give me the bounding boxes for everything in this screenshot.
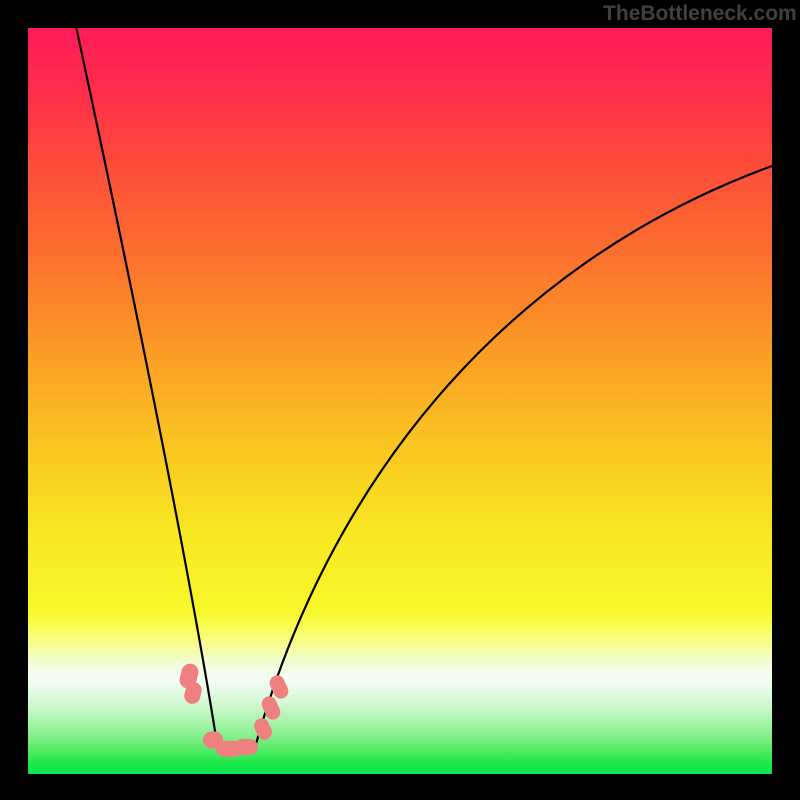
chart-container: TheBottleneck.com bbox=[0, 0, 800, 800]
gradient-background bbox=[28, 28, 772, 774]
plot-area bbox=[28, 28, 772, 774]
watermark-text: TheBottleneck.com bbox=[603, 2, 797, 26]
frame-border-left bbox=[0, 0, 28, 800]
frame-border-bottom bbox=[0, 774, 800, 800]
curve-layer bbox=[28, 28, 772, 774]
curve-marker bbox=[234, 739, 258, 755]
frame-border-right bbox=[772, 0, 800, 800]
